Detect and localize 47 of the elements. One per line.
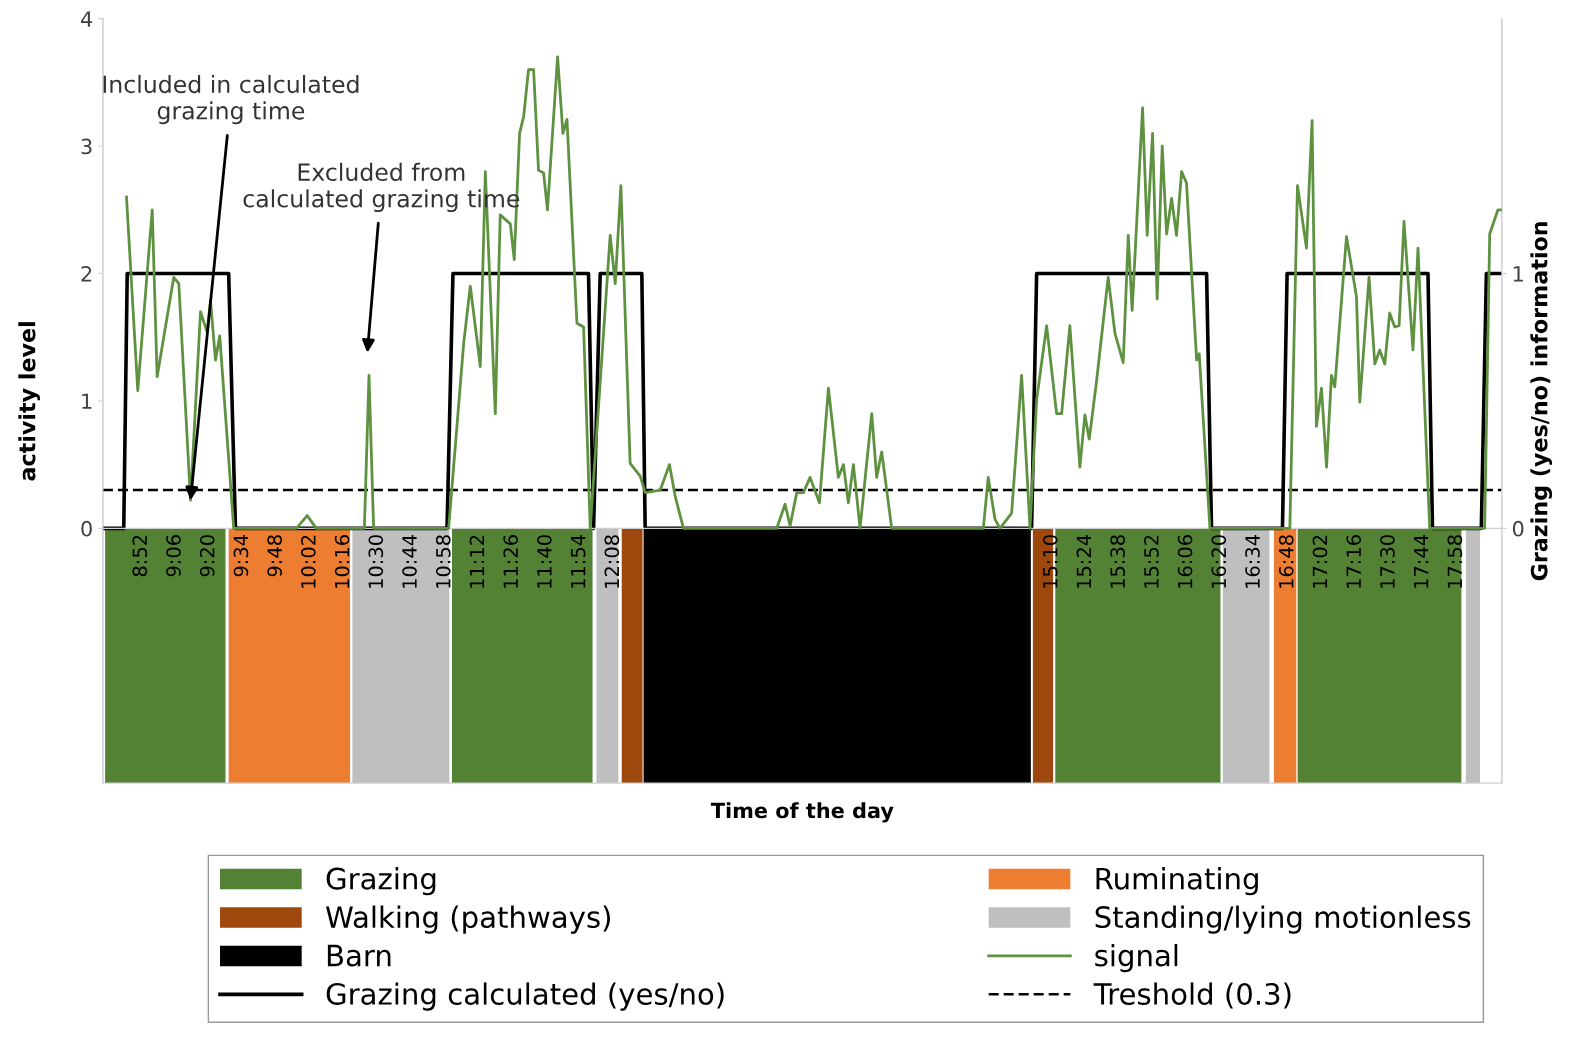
x-tick-label: 16:48 bbox=[1278, 535, 1294, 588]
x-tick-label: 16:20 bbox=[1211, 535, 1227, 588]
x-tick-label: 15:38 bbox=[1110, 535, 1125, 588]
x-tick-label: 9:06 bbox=[166, 535, 181, 577]
x-tick-label: 8:52 bbox=[132, 535, 148, 577]
x-tick-label: 10:16 bbox=[334, 535, 350, 588]
y-tick-label: 1 bbox=[82, 393, 92, 409]
x-tick-label: 15:52 bbox=[1144, 535, 1159, 588]
y-tick-label: 3 bbox=[81, 138, 92, 155]
x-tick-label: 12:08 bbox=[604, 535, 620, 588]
x-tick-label: 15:10 bbox=[1042, 535, 1058, 588]
y2-tick-label: 1 bbox=[1513, 266, 1523, 282]
x-tick-label: 10:58 bbox=[435, 535, 451, 588]
x-tick-label: 10:02 bbox=[301, 535, 316, 588]
y2-axis-title: Grazing (yes/no) information bbox=[1530, 222, 1553, 581]
y-tick-label: 4 bbox=[80, 11, 93, 27]
x-tick-label: 15:24 bbox=[1076, 534, 1092, 588]
legend-label: Grazing bbox=[326, 867, 436, 896]
y-tick-label: 0 bbox=[81, 520, 92, 537]
y-axis-title: activity level bbox=[18, 322, 40, 481]
annotation: Included in calculated grazing time bbox=[103, 74, 359, 125]
x-tick-label: 17:58 bbox=[1447, 535, 1463, 588]
x-tick-label: 16:06 bbox=[1177, 535, 1193, 588]
legend-label: Standing/lying motionless bbox=[1095, 905, 1471, 934]
x-tick-label: 17:44 bbox=[1414, 534, 1429, 588]
x-tick-label: 9:48 bbox=[267, 535, 282, 577]
y2-tick-label: 0 bbox=[1512, 520, 1524, 537]
legend-label: Grazing calculated (yes/no) bbox=[326, 982, 724, 1011]
y-tick-label: 2 bbox=[81, 265, 92, 282]
x-tick-label: 10:44 bbox=[402, 534, 417, 588]
x-tick-label: 11:12 bbox=[469, 535, 485, 588]
x-tick-label: 11:26 bbox=[503, 535, 519, 588]
legend-label: signal bbox=[1095, 943, 1178, 973]
legend-label: Ruminating bbox=[1096, 867, 1258, 896]
x-tick-label: 11:54 bbox=[571, 534, 586, 588]
x-tick-label: 9:34 bbox=[233, 534, 249, 577]
x-tick-label: 17:02 bbox=[1312, 535, 1328, 588]
x-tick-label: 10:30 bbox=[368, 535, 384, 588]
x-tick-label: 17:30 bbox=[1380, 535, 1395, 588]
x-tick-label: 16:34 bbox=[1245, 534, 1260, 588]
legend-label: Treshold (0.3) bbox=[1093, 982, 1291, 1009]
x-tick-label: 17:16 bbox=[1346, 535, 1362, 588]
x-tick-label: 9:20 bbox=[199, 535, 215, 577]
x-axis-title: Time of the day bbox=[710, 802, 894, 823]
legend-label: Barn bbox=[327, 944, 391, 967]
legend-label: Walking (pathways) bbox=[326, 905, 610, 934]
x-tick-label: 11:40 bbox=[537, 535, 552, 588]
